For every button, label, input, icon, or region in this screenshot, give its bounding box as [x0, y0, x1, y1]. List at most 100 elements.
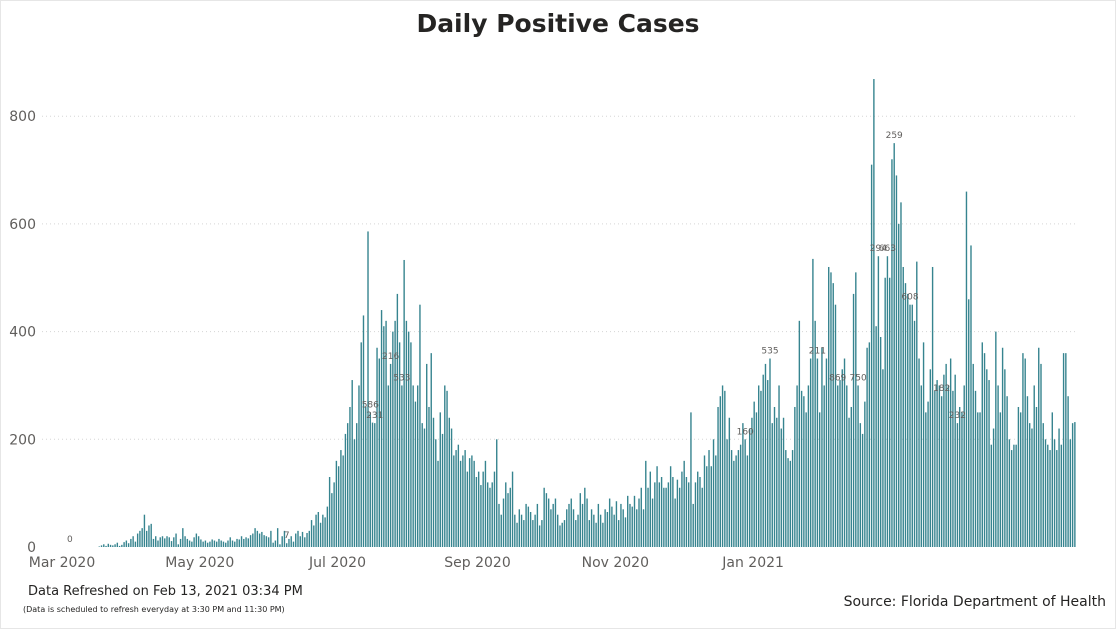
bar-day-340[interactable] — [830, 272, 832, 547]
bar-day-399[interactable] — [963, 385, 965, 547]
bar-day-357[interactable] — [868, 342, 871, 547]
bar-day-324[interactable] — [794, 406, 796, 547]
bar-day-61[interactable] — [200, 539, 202, 547]
bar-day-359[interactable] — [873, 79, 875, 547]
bar-day-327[interactable] — [800, 390, 803, 547]
bar-day-221[interactable] — [561, 522, 563, 547]
bar-day-426[interactable] — [1024, 358, 1026, 547]
bar-day-396[interactable] — [956, 423, 959, 547]
bar-day-45[interactable] — [164, 538, 166, 547]
bar-day-46[interactable] — [166, 536, 168, 547]
bar-day-314[interactable] — [771, 423, 773, 547]
bar-day-190[interactable] — [491, 482, 493, 547]
bar-day-422[interactable] — [1015, 444, 1017, 547]
bar-day-23[interactable] — [114, 544, 116, 547]
bar-day-42[interactable] — [157, 540, 159, 547]
bar-day-306[interactable] — [753, 401, 755, 547]
bar-day-127[interactable] — [349, 406, 351, 547]
bar-day-262[interactable] — [654, 482, 656, 547]
bar-day-278[interactable] — [690, 412, 692, 548]
bar-day-258[interactable] — [645, 460, 647, 547]
bar-day-416[interactable] — [1001, 347, 1004, 547]
bar-day-285[interactable] — [706, 466, 708, 547]
bar-day-251[interactable] — [629, 503, 631, 547]
bar-day-363[interactable] — [882, 369, 884, 547]
bar-day-38[interactable] — [148, 525, 150, 547]
bar-day-281[interactable] — [697, 471, 699, 547]
bar-day-446[interactable] — [1069, 439, 1072, 547]
bar-day-212[interactable] — [541, 520, 543, 547]
bar-day-215[interactable] — [547, 498, 550, 547]
bar-day-107[interactable] — [304, 537, 306, 547]
bar-day-78[interactable] — [238, 539, 240, 547]
bar-day-421[interactable] — [1013, 444, 1015, 547]
bar-day-346[interactable] — [843, 358, 846, 547]
bar-day-385[interactable] — [931, 266, 934, 547]
bar-day-90[interactable] — [265, 536, 268, 547]
bar-day-237[interactable] — [597, 503, 600, 547]
bar-day-55[interactable] — [186, 538, 189, 547]
bar-day-122[interactable] — [337, 466, 340, 547]
bar-day-126[interactable] — [346, 423, 349, 547]
bar-day-239[interactable] — [602, 522, 604, 547]
bar-day-245[interactable] — [615, 501, 618, 547]
bar-day-347[interactable] — [846, 385, 848, 547]
bar-day-137[interactable] — [371, 422, 374, 547]
bar-day-353[interactable] — [859, 423, 862, 547]
bar-day-40[interactable] — [152, 538, 155, 547]
bar-day-220[interactable] — [559, 525, 561, 547]
bar-day-374[interactable] — [907, 293, 909, 547]
bar-day-228[interactable] — [577, 514, 579, 547]
bar-day-250[interactable] — [627, 495, 629, 547]
bar-day-368[interactable] — [893, 143, 895, 548]
bar-day-24[interactable] — [116, 542, 119, 547]
bar-day-289[interactable] — [715, 455, 717, 547]
bar-day-199[interactable] — [511, 471, 514, 547]
bar-day-118[interactable] — [328, 477, 331, 547]
bar-day-21[interactable] — [109, 544, 112, 547]
bar-day-85[interactable] — [254, 528, 256, 547]
bar-day-394[interactable] — [952, 390, 954, 547]
bar-day-119[interactable] — [331, 493, 333, 547]
bar-day-124[interactable] — [342, 455, 344, 547]
bar-day-166[interactable] — [437, 460, 439, 547]
bar-day-345[interactable] — [841, 369, 843, 547]
bar-day-56[interactable] — [188, 540, 191, 547]
bar-day-277[interactable] — [687, 482, 690, 547]
bar-day-176[interactable] — [459, 460, 462, 547]
bar-day-381[interactable] — [922, 342, 925, 547]
bar-day-125[interactable] — [344, 433, 347, 547]
bar-day-440[interactable] — [1056, 450, 1058, 547]
bar-day-365[interactable] — [886, 256, 889, 547]
bar-day-415[interactable] — [999, 412, 1002, 548]
bar-day-103[interactable] — [295, 533, 297, 547]
bar-day-18[interactable] — [103, 544, 105, 547]
bar-day-432[interactable] — [1038, 347, 1040, 547]
bar-day-378[interactable] — [916, 261, 918, 547]
bar-day-68[interactable] — [216, 541, 218, 547]
bar-day-398[interactable] — [961, 412, 963, 548]
bar-day-31[interactable] — [132, 536, 134, 547]
bar-day-298[interactable] — [735, 455, 737, 547]
bar-day-91[interactable] — [267, 537, 270, 547]
bar-day-216[interactable] — [550, 509, 552, 548]
bar-day-171[interactable] — [448, 417, 451, 547]
bar-day-69[interactable] — [218, 538, 220, 547]
bar-day-386[interactable] — [934, 390, 936, 547]
bar-day-87[interactable] — [258, 533, 261, 547]
bar-day-41[interactable] — [155, 536, 157, 547]
bar-day-186[interactable] — [482, 471, 484, 547]
bar-day-185[interactable] — [480, 485, 482, 547]
bar-day-230[interactable] — [581, 503, 584, 547]
bar-day-266[interactable] — [663, 487, 665, 547]
bar-day-383[interactable] — [927, 401, 929, 547]
bar-day-226[interactable] — [572, 509, 575, 548]
bar-day-43[interactable] — [159, 537, 161, 547]
bar-day-51[interactable] — [177, 544, 180, 547]
bar-day-187[interactable] — [484, 460, 487, 547]
bar-day-120[interactable] — [333, 482, 335, 547]
bar-day-27[interactable] — [123, 542, 125, 547]
bar-day-438[interactable] — [1051, 412, 1053, 548]
bar-day-395[interactable] — [954, 374, 956, 547]
bar-day-267[interactable] — [665, 487, 667, 547]
